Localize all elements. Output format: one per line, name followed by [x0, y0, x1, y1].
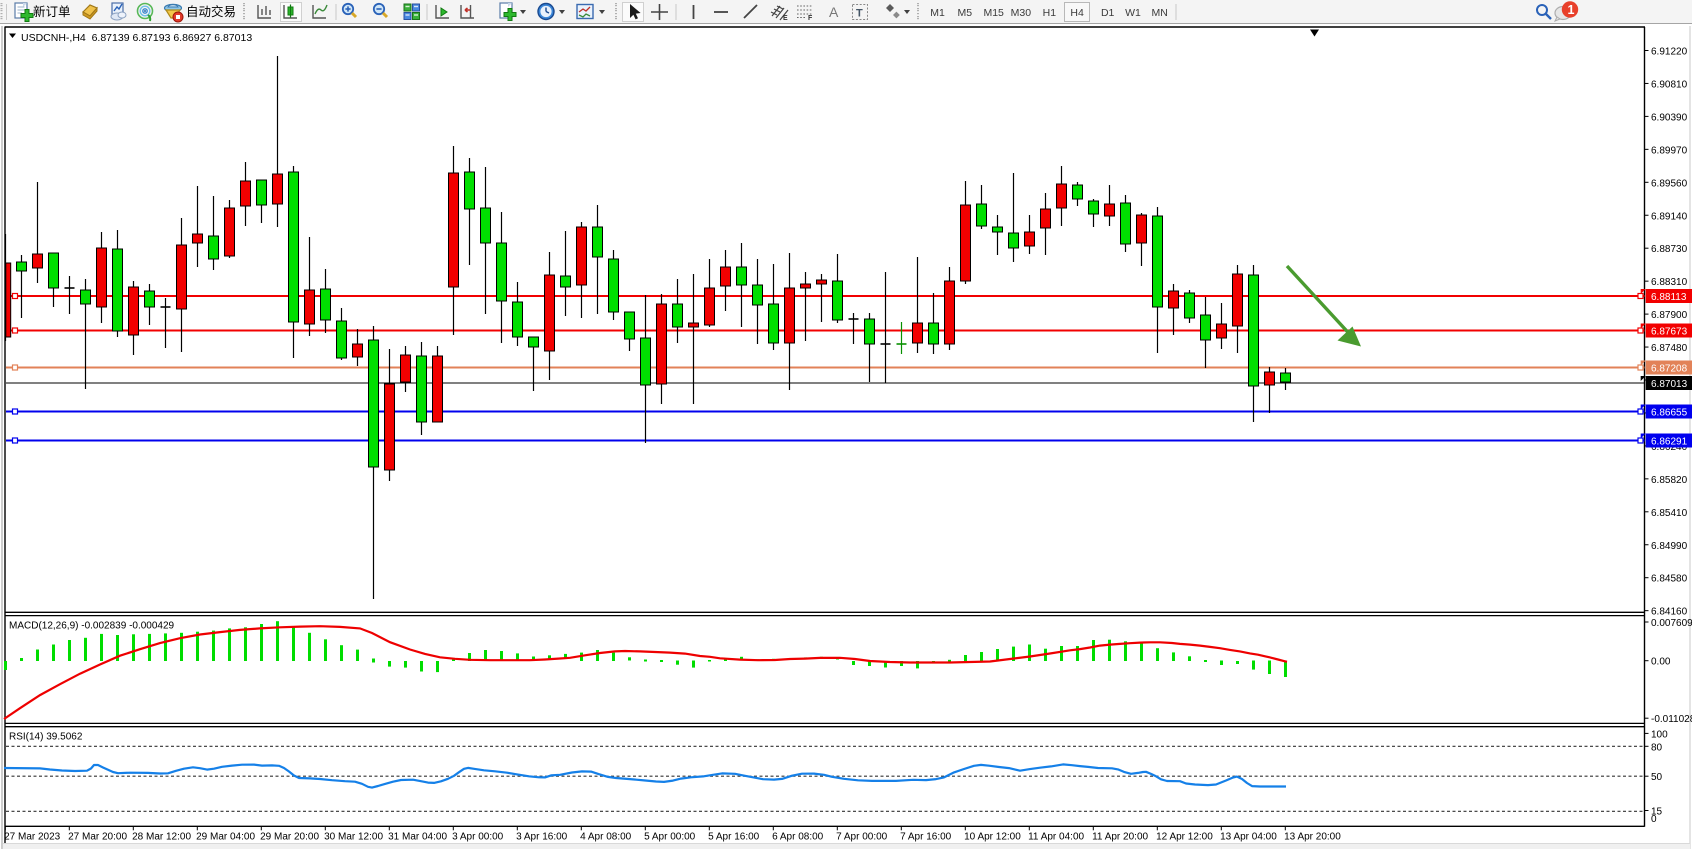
svg-text:6.88730: 6.88730: [1651, 244, 1688, 255]
svg-text:USDCNH-,H4 6.87139 6.87193 6.: USDCNH-,H4 6.87139 6.87193 6.86927 6.870…: [21, 32, 252, 44]
svg-text:28 Mar 12:00: 28 Mar 12:00: [132, 832, 191, 843]
svg-text:6.86291: 6.86291: [1651, 437, 1688, 448]
svg-text:6.84160: 6.84160: [1651, 607, 1688, 618]
svg-text:5 Apr 16:00: 5 Apr 16:00: [708, 832, 760, 843]
svg-text:T: T: [856, 8, 863, 20]
svg-text:H4: H4: [1070, 7, 1084, 19]
svg-text:6.91220: 6.91220: [1651, 47, 1688, 58]
svg-text:MACD(12,26,9) -0.002839 -0.000: MACD(12,26,9) -0.002839 -0.000429: [9, 621, 175, 632]
svg-text:31 Mar 04:00: 31 Mar 04:00: [388, 832, 447, 843]
svg-text:6.85410: 6.85410: [1651, 508, 1688, 519]
svg-text:29 Mar 04:00: 29 Mar 04:00: [196, 832, 255, 843]
svg-text:6.87480: 6.87480: [1651, 343, 1688, 354]
svg-text:A: A: [829, 4, 839, 20]
svg-text:M30: M30: [1011, 7, 1032, 19]
svg-text:6.88113: 6.88113: [1651, 292, 1687, 303]
svg-text:0.007609: 0.007609: [1651, 618, 1692, 629]
svg-text:6.90810: 6.90810: [1651, 79, 1688, 90]
svg-text:80: 80: [1651, 742, 1663, 753]
svg-text:RSI(14) 39.5062: RSI(14) 39.5062: [9, 732, 83, 743]
svg-text:15: 15: [1651, 807, 1663, 818]
svg-text:7 Apr 00:00: 7 Apr 00:00: [836, 832, 888, 843]
svg-text:M1: M1: [930, 7, 945, 19]
svg-text:F: F: [808, 15, 813, 22]
svg-text:3 Apr 00:00: 3 Apr 00:00: [452, 832, 504, 843]
svg-text:10 Apr 12:00: 10 Apr 12:00: [964, 832, 1021, 843]
svg-text:自动交易: 自动交易: [186, 4, 236, 19]
svg-text:M15: M15: [983, 7, 1004, 19]
svg-text:D1: D1: [1101, 7, 1115, 19]
svg-text:27 Mar 2023: 27 Mar 2023: [4, 832, 61, 843]
svg-text:-0.011028: -0.011028: [1651, 714, 1692, 725]
svg-text:13 Apr 20:00: 13 Apr 20:00: [1284, 832, 1341, 843]
svg-text:6.87013: 6.87013: [1651, 379, 1688, 390]
svg-text:6.86655: 6.86655: [1651, 408, 1688, 419]
svg-text:6.84990: 6.84990: [1651, 541, 1688, 552]
svg-text:0: 0: [1651, 814, 1657, 825]
svg-text:6 Apr 08:00: 6 Apr 08:00: [772, 832, 824, 843]
svg-text:30 Mar 12:00: 30 Mar 12:00: [324, 832, 383, 843]
svg-text:6.85820: 6.85820: [1651, 475, 1688, 486]
svg-text:3 Apr 16:00: 3 Apr 16:00: [516, 832, 568, 843]
svg-text:M5: M5: [958, 7, 973, 19]
svg-text:6.87673: 6.87673: [1651, 327, 1688, 338]
svg-text:6.84580: 6.84580: [1651, 574, 1688, 585]
svg-text:新订单: 新订单: [33, 4, 71, 19]
svg-text:4 Apr 08:00: 4 Apr 08:00: [580, 832, 632, 843]
svg-text:7 Apr 16:00: 7 Apr 16:00: [900, 832, 952, 843]
svg-text:6.87208: 6.87208: [1651, 364, 1688, 375]
svg-text:6.89970: 6.89970: [1651, 145, 1688, 156]
svg-text:29 Mar 20:00: 29 Mar 20:00: [260, 832, 319, 843]
svg-text:13 Apr 04:00: 13 Apr 04:00: [1220, 832, 1277, 843]
svg-text:6.88310: 6.88310: [1651, 277, 1688, 288]
svg-text:6.89560: 6.89560: [1651, 178, 1688, 189]
svg-text:11 Apr 04:00: 11 Apr 04:00: [1028, 832, 1084, 843]
svg-text:6.90390: 6.90390: [1651, 112, 1688, 123]
svg-text:100: 100: [1651, 729, 1668, 740]
svg-text:50: 50: [1651, 772, 1663, 783]
svg-text:1: 1: [1568, 3, 1575, 17]
svg-text:6.89140: 6.89140: [1651, 211, 1688, 222]
svg-text:0.00: 0.00: [1651, 657, 1671, 668]
svg-text:12 Apr 12:00: 12 Apr 12:00: [1156, 832, 1213, 843]
svg-text:11 Apr 20:00: 11 Apr 20:00: [1092, 832, 1148, 843]
svg-text:W1: W1: [1125, 7, 1141, 19]
svg-text:27 Mar 20:00: 27 Mar 20:00: [68, 832, 127, 843]
svg-text:H1: H1: [1043, 7, 1057, 19]
svg-text:5 Apr 00:00: 5 Apr 00:00: [644, 832, 696, 843]
svg-text:MN: MN: [1152, 7, 1168, 19]
svg-text:6.87900: 6.87900: [1651, 310, 1688, 321]
svg-text:E: E: [783, 15, 788, 22]
